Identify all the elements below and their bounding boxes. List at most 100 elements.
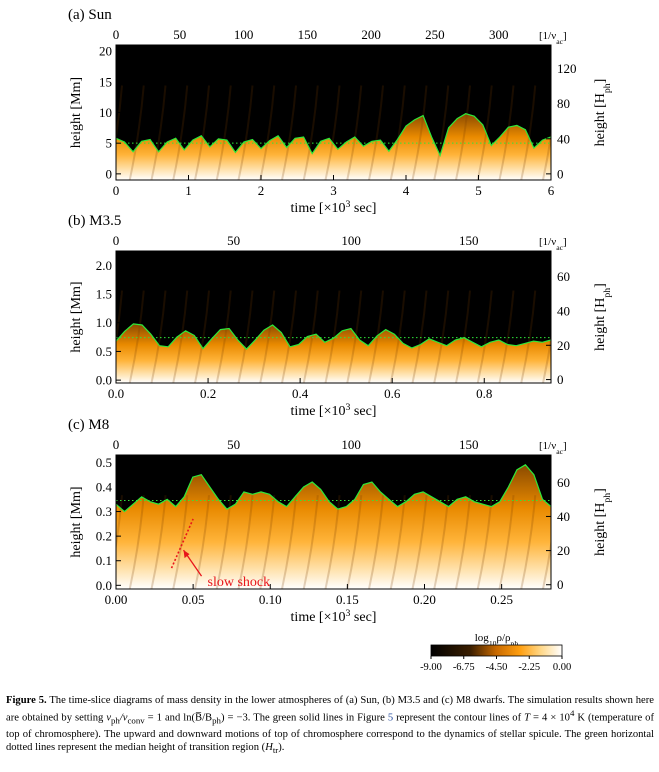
bottom-tick-label: 1 bbox=[185, 183, 192, 198]
slow-shock-arrowhead bbox=[183, 550, 190, 559]
left-tick-label: 2.0 bbox=[96, 258, 112, 273]
left-tick-label: 5 bbox=[106, 136, 113, 151]
top-tick-label: 150 bbox=[459, 233, 479, 248]
left-tick-label: 1.0 bbox=[96, 315, 112, 330]
shock-streak bbox=[259, 290, 276, 383]
top-tick-label: 0 bbox=[113, 233, 120, 248]
x-axis-label: time [×103 sec] bbox=[291, 402, 377, 420]
top-tick-label: 150 bbox=[459, 437, 479, 452]
shock-streak bbox=[542, 538, 551, 589]
chromosphere-region bbox=[116, 113, 551, 180]
shock-streak bbox=[476, 495, 493, 589]
shock-streak bbox=[194, 85, 210, 180]
shock-streak bbox=[150, 495, 167, 589]
slow-shock-label: slow shock bbox=[208, 575, 271, 590]
shock-streak bbox=[498, 290, 515, 383]
left-tick-label: 0.4 bbox=[96, 479, 113, 494]
shock-streak bbox=[324, 495, 341, 589]
caption-text-2: represent the contour lines of bbox=[393, 712, 525, 724]
caption-cond1-end: = 1 and ln(B̅/B bbox=[144, 712, 213, 724]
density-map-sun bbox=[116, 45, 551, 180]
shock-streak bbox=[302, 495, 319, 589]
y-axis-label: height [Mm] bbox=[69, 77, 84, 148]
left-tick-label: 0.0 bbox=[96, 578, 112, 593]
colorbar-tick-label: -9.00 bbox=[420, 662, 442, 673]
figure-ref-link[interactable]: 5 bbox=[387, 712, 394, 724]
shock-streak bbox=[215, 495, 232, 589]
shock-streak bbox=[368, 85, 384, 180]
slow-shock-trace bbox=[170, 518, 194, 569]
shock-streak bbox=[281, 495, 297, 589]
right-tick-label: 40 bbox=[557, 131, 570, 146]
shock-streak bbox=[281, 85, 297, 180]
left-tick-label: 0.5 bbox=[96, 344, 112, 359]
top-tick-label: 50 bbox=[173, 27, 186, 42]
caption-text-1: The time-slice diagrams of mass density … bbox=[6, 695, 654, 724]
bottom-tick-label: 0.4 bbox=[292, 386, 309, 401]
right-tick-label: 0 bbox=[557, 372, 564, 387]
bottom-tick-label: 0.00 bbox=[105, 592, 128, 607]
shock-streak bbox=[194, 495, 210, 589]
caption-cond1-sub: ph bbox=[111, 715, 120, 726]
panel-m35: 0.0 0.2 0.4 0.6 0.8 0 50 100 150 [1/νac] 0.0 0.5 1.0… bbox=[68, 213, 613, 419]
shock-streak bbox=[411, 495, 428, 589]
shock-streak bbox=[520, 290, 537, 383]
shock-streak bbox=[455, 85, 471, 180]
bottom-tick-label: 2 bbox=[258, 183, 265, 198]
shock-streak bbox=[498, 85, 515, 180]
caption-temp-sup: 4 bbox=[569, 708, 575, 719]
y-axis-label: height [Mm] bbox=[69, 281, 84, 352]
colorbar-tick-label: -2.25 bbox=[518, 662, 540, 673]
top-tick-label: 50 bbox=[227, 437, 240, 452]
shock-streak bbox=[172, 290, 189, 383]
x-axis-label: time [×103 sec] bbox=[291, 199, 377, 217]
tr-contour-line bbox=[116, 464, 551, 513]
top-tick-label: 0 bbox=[113, 27, 120, 42]
top-axis-unit: [1/νac] bbox=[539, 30, 567, 46]
plot-frame bbox=[115, 454, 552, 590]
shock-streak bbox=[150, 290, 167, 383]
shock-streak bbox=[476, 290, 493, 383]
shock-streak bbox=[237, 290, 254, 383]
colorbar-tick-label: -4.50 bbox=[486, 662, 508, 673]
bottom-tick-label: 0.15 bbox=[336, 592, 359, 607]
left-tick-label: 0.3 bbox=[96, 504, 112, 519]
bottom-tick-label: 4 bbox=[403, 183, 410, 198]
bottom-tick-label: 3 bbox=[330, 183, 337, 198]
left-tick-label: 1.5 bbox=[96, 287, 112, 302]
caption-cond2-sub: ph bbox=[212, 715, 221, 726]
right-tick-label: 120 bbox=[557, 61, 577, 76]
x-axis-label: time [×103 sec] bbox=[291, 608, 377, 626]
shock-streak bbox=[542, 129, 551, 180]
shock-streak bbox=[455, 290, 471, 383]
tr-contour-line bbox=[116, 113, 551, 158]
caption-text-4: ). bbox=[278, 742, 285, 754]
right-axis-label: height [Hph] bbox=[593, 488, 613, 556]
caption-text-3: K (temperature of top of chromosphere). … bbox=[6, 712, 654, 754]
shock-streak bbox=[302, 85, 319, 180]
shock-streak bbox=[237, 495, 254, 589]
shock-streak bbox=[433, 495, 450, 589]
density-map-m35 bbox=[116, 251, 551, 383]
right-tick-label: 0 bbox=[557, 166, 564, 181]
caption-htr-sub: tr bbox=[272, 745, 279, 756]
panels-group: 0 1 2 3 4 5 60 50 100 150 200 250 300 [1/νac]05101520… bbox=[68, 7, 613, 625]
colorbar-scale bbox=[430, 644, 563, 657]
top-tick-label: 300 bbox=[489, 27, 509, 42]
colorbar-title: log10ρ/ρph bbox=[475, 632, 519, 648]
right-axis-label: height [Hph] bbox=[593, 283, 613, 351]
shock-streak bbox=[411, 290, 428, 383]
shock-streak bbox=[455, 495, 471, 589]
shock-streak bbox=[346, 495, 363, 589]
colorbar: log10ρ/ρph -9.00 -6.75 -4.50 -2.25 0.00 bbox=[420, 632, 571, 673]
right-tick-label: 0 bbox=[557, 577, 564, 592]
shock-streak bbox=[389, 290, 406, 383]
panel-label: (b) M3.5 bbox=[68, 213, 121, 229]
shock-streak bbox=[389, 495, 406, 589]
right-tick-label: 40 bbox=[557, 509, 570, 524]
top-tick-label: 250 bbox=[425, 27, 445, 42]
left-tick-label: 20 bbox=[99, 44, 112, 59]
top-axis-unit: [1/νac] bbox=[539, 440, 567, 456]
shock-streak bbox=[520, 495, 537, 589]
shock-streak bbox=[259, 495, 276, 589]
